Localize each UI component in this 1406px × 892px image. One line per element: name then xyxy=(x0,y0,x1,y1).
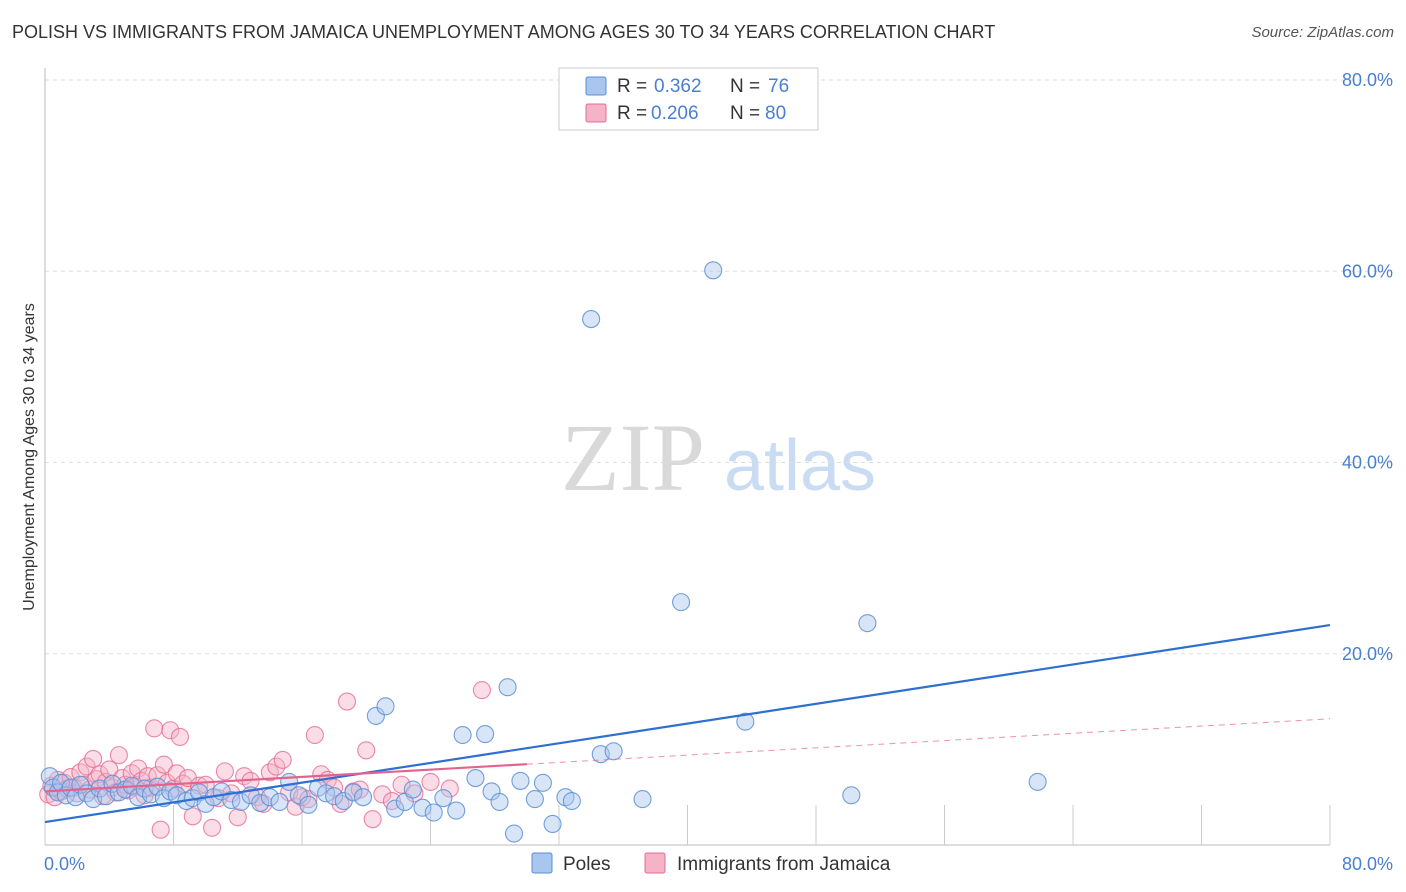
legend-n-label-jamaica: N = xyxy=(730,103,760,124)
stats-legend: R = 0.362 N = 76 R = 0.206 N = 80 xyxy=(558,67,819,131)
legend-swatch-poles xyxy=(585,76,607,96)
jamaica-point-67 xyxy=(331,794,350,813)
poles-point-66 xyxy=(582,310,601,329)
legend-item-jamaica: Immigrants from Jamaica xyxy=(677,854,891,875)
jamaica-point-49 xyxy=(215,762,234,781)
legend-item-poles-swatch xyxy=(531,852,553,874)
poles-point-55 xyxy=(476,725,495,744)
poles-point-75 xyxy=(1028,772,1047,791)
poles-point-42 xyxy=(344,783,363,802)
y-tick-label-0: 20.0% xyxy=(1342,644,1393,664)
poles-point-62 xyxy=(533,773,552,792)
poles-point-52 xyxy=(447,801,466,820)
legend-n-value-poles: 76 xyxy=(768,76,789,97)
poles-point-58 xyxy=(498,678,517,697)
jamaica-point-73 xyxy=(373,785,392,804)
poles-point-50 xyxy=(424,803,443,822)
poles-point-54 xyxy=(466,769,485,788)
jamaica-point-40 xyxy=(167,764,186,783)
legend-r-label-poles: R = xyxy=(617,76,647,97)
poles-point-61 xyxy=(525,790,544,809)
jamaica-point-41 xyxy=(170,727,189,746)
legend-item-jamaica-swatch xyxy=(644,852,666,874)
jamaica-point-58 xyxy=(273,750,292,769)
jamaica-trend-line-extension xyxy=(526,718,1331,765)
poles-point-30 xyxy=(231,792,251,812)
series-legend: Poles Immigrants from Jamaica xyxy=(531,852,891,875)
jamaica-point-68 xyxy=(337,692,357,711)
poles-point-60 xyxy=(511,771,530,790)
watermark-atlas: atlas xyxy=(724,426,876,506)
poles-point-37 xyxy=(299,795,318,814)
jamaica-trend-line xyxy=(44,763,527,793)
jamaica-point-44 xyxy=(183,807,202,826)
poles-point-71 xyxy=(704,261,723,280)
legend-r-value-jamaica: 0.206 xyxy=(651,103,699,124)
poles-point-63 xyxy=(543,814,562,834)
y-tick-label-3: 80.0% xyxy=(1342,70,1393,90)
jamaica-point-19 xyxy=(100,760,119,779)
poles-point-45 xyxy=(376,697,395,716)
legend-n-label-poles: N = xyxy=(730,76,760,97)
jamaica-point-14 xyxy=(84,749,103,768)
poles-point-69 xyxy=(633,790,652,809)
jamaica-point-47 xyxy=(203,818,222,837)
legend-r-label-jamaica: R = xyxy=(617,103,647,124)
jamaica-point-72 xyxy=(363,810,382,829)
jamaica-point-79 xyxy=(472,681,491,700)
poles-point-40 xyxy=(325,787,344,806)
legend-swatch-jamaica xyxy=(585,103,607,123)
jamaica-point-57 xyxy=(267,757,286,776)
poles-point-73 xyxy=(842,786,861,805)
chart-title: POLISH VS IMMIGRANTS FROM JAMAICA UNEMPL… xyxy=(12,22,996,42)
jamaica-point-61 xyxy=(292,788,312,807)
legend-r-value-poles: 0.362 xyxy=(654,76,702,97)
legend-item-poles: Poles xyxy=(563,854,611,875)
poles-point-57 xyxy=(490,792,509,812)
series-poles xyxy=(40,261,1047,843)
jamaica-point-16 xyxy=(90,765,109,784)
poles-point-53 xyxy=(453,725,472,745)
poles-point-65 xyxy=(562,791,581,811)
watermark-zip: ZIP xyxy=(561,404,705,511)
poles-trend-line xyxy=(44,623,1331,824)
source-credit: Source: ZipAtlas.com xyxy=(1251,24,1394,41)
poles-point-48 xyxy=(403,780,422,799)
jamaica-point-33 xyxy=(145,719,164,738)
poles-point-36 xyxy=(289,786,308,805)
x-tick-label-1: 80.0% xyxy=(1342,854,1393,874)
poles-point-44 xyxy=(366,706,385,725)
gridlines xyxy=(45,79,1392,655)
poles-point-32 xyxy=(251,793,270,812)
y-tick-label-2: 60.0% xyxy=(1342,261,1393,281)
poles-point-59 xyxy=(504,824,524,843)
jamaica-point-77 xyxy=(421,772,440,791)
jamaica-point-71 xyxy=(357,741,376,760)
poles-point-46 xyxy=(386,799,405,818)
legend-n-value-jamaica: 80 xyxy=(765,103,786,124)
trend-lines xyxy=(44,623,1331,824)
poles-point-0 xyxy=(40,767,59,786)
poles-point-51 xyxy=(434,789,453,808)
y-tick-label-1: 40.0% xyxy=(1342,453,1393,473)
jamaica-point-38 xyxy=(161,721,180,740)
poles-point-68 xyxy=(604,742,623,761)
poles-point-70 xyxy=(672,593,691,612)
jamaica-point-51 xyxy=(228,808,247,827)
jamaica-point-22 xyxy=(109,746,128,765)
jamaica-point-78 xyxy=(440,779,459,798)
jamaica-point-36 xyxy=(154,755,173,774)
jamaica-point-63 xyxy=(305,725,324,745)
jamaica-point-35 xyxy=(151,820,170,839)
x-tick-label-0: 0.0% xyxy=(44,854,85,874)
y-axis-label: Unemployment Among Ages 30 to 34 years xyxy=(21,303,38,611)
poles-point-49 xyxy=(413,798,432,817)
jamaica-point-75 xyxy=(392,775,411,794)
poles-point-43 xyxy=(353,788,373,807)
tick-labels: 20.0% 40.0% 60.0% 80.0% 0.0% 80.0% xyxy=(44,70,1393,874)
poles-point-72 xyxy=(736,712,755,731)
poles-point-74 xyxy=(858,614,877,633)
poles-point-34 xyxy=(270,792,289,812)
